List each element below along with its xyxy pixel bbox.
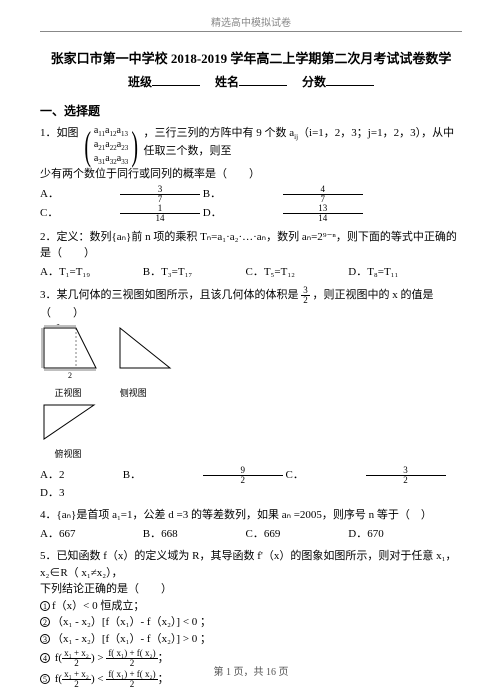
q3-side-label: 侧视图 [98,387,168,401]
q1-lead: 1．如图 [40,125,79,142]
q3-text-a: 3．某几何体的三视图如图所示，且该几何体的体积是 [40,289,301,301]
question-3: 3．某几何体的三视图如图所示，且该几何体的体积是 32 ，则正视图中的 x 的值… [40,286,462,501]
q2-opt-a: A．T₁=T₁₉ [40,264,140,281]
running-header: 精选高中模拟试卷 [40,14,462,29]
q3-front-label: 正视图 [40,387,96,401]
q3-opt-b-label: B． [123,467,203,484]
label-score: 分数 [302,75,326,89]
q3-views: x 1 2 正视图 侧视图 俯视图 [40,324,462,462]
q2-text: 2．定义：数列{aₙ}前 n 项的乘积 Tₙ=a₁·a₂·…·aₙ，数列 aₙ=… [40,229,462,262]
question-1: 1．如图 ( a11a12a13 a21a22a23 a31a32a33 ) ，… [40,125,462,223]
q1-opt-b-label: B． [203,186,283,203]
blank-class [152,76,200,86]
doc-title: 张家口市第一中学校 2018-2019 学年高二上学期第二次月考试试卷数学 [40,48,462,67]
q1-opt-c-den: 14 [120,214,200,223]
q3-opt-c-label: C． [286,467,366,484]
blank-name [239,76,287,86]
q5-o3: （x₁ - x₂）[f（x₁）- f（x₂）] > 0 ； [52,633,211,645]
label-name: 姓名 [215,75,239,89]
page-footer: 第 1 页，共 16 页 [0,663,502,678]
q2-options: A．T₁=T₁₉ B．T₃=T₁₇ C．T₅=T₁₂ D．T₈=T₁₁ [40,264,462,281]
svg-text:2: 2 [68,371,72,380]
section-1-heading: 一、选择题 [40,102,462,119]
q5-line2: 下列结论正确的是（ ） [40,581,462,598]
q4-text: 4．{aₙ}是首项 a₁=1，公差 d =3 的等差数列，如果 aₙ =2005… [40,507,462,524]
doc-subheader: 班级 姓名 分数 [40,73,462,90]
q5-o5-d2: 2 [106,680,157,689]
q1-opt-d-den: 14 [283,214,363,223]
question-2: 2．定义：数列{aₙ}前 n 项的乘积 Tₙ=a₁·a₂·…·aₙ，数列 aₙ=… [40,229,462,281]
q3-frac-d: 2 [301,296,310,305]
q2-opt-d: D．T₈=T₁₁ [348,264,448,281]
q1-line2: 少有两个数位于同行或同列的概率是（ ） [40,166,462,183]
q1-tail-a: ，三行三列的方阵中有 9 个数 a [144,127,295,139]
q5-o5-d1: 2 [62,680,91,689]
q2-opt-b: B．T₃=T₁₇ [143,264,243,281]
svg-text:1: 1 [56,324,60,327]
q1-opt-a-label: A． [40,186,120,203]
q3-top-label: 俯视图 [40,448,96,462]
q4-opt-c: C．669 [246,526,346,543]
q1-opt-c-label: C． [40,205,120,222]
q3-opt-d: D．3 [40,485,120,502]
q5-line1: 5．已知函数 f（x）的定义域为 R，其导函数 f'（x）的图象如图所示，则对于… [40,548,462,581]
q1-options: A．37 B．47 C．114 D．1314 [40,185,462,223]
q4-opt-d: D．670 [348,526,448,543]
q5-o2: （x₁ - x₂）[f（x₁）- f（x₂）] < 0 ； [52,616,211,628]
q3-options: A．2 B．92 C．32 D．3 [40,466,462,502]
q1-matrix: ( a11a12a13 a21a22a23 a31a32a33 ) [81,125,142,166]
circled-2-icon: 2 [40,617,50,627]
q1-opt-d-label: D． [203,205,283,222]
q3-opt-b-d: 2 [203,476,283,485]
question-4: 4．{aₙ}是首项 a₁=1，公差 d =3 的等差数列，如果 aₙ =2005… [40,507,462,542]
q3-opt-c-d: 2 [366,476,446,485]
q4-options: A．667 B．668 C．669 D．670 [40,526,462,543]
q4-opt-a: A．667 [40,526,140,543]
circled-4-icon: 4 [40,653,50,663]
circled-3-icon: 3 [40,634,50,644]
q3-opt-a: A．2 [40,467,120,484]
blank-score [326,76,374,86]
label-class: 班级 [128,75,152,89]
q4-opt-b: B．668 [143,526,243,543]
circled-1-icon: 1 [40,601,50,611]
q5-o1: f（x）< 0 恒成立； [52,600,144,612]
header-rule [40,31,462,32]
q2-opt-c: C．T₅=T₁₂ [246,264,346,281]
